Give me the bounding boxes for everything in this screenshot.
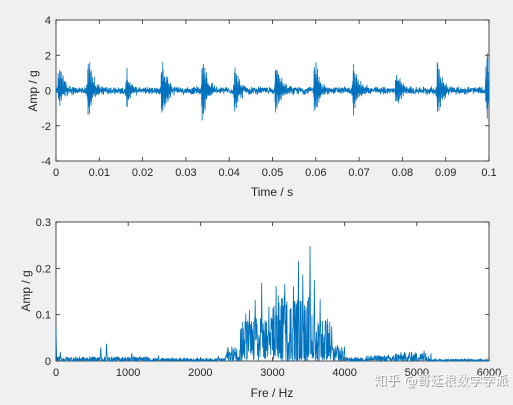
freq-y-tick-label: 0.1 bbox=[36, 310, 51, 322]
frequency-spectrum-series bbox=[55, 245, 490, 363]
time-signal-series bbox=[55, 53, 490, 121]
time-x-axis-label: Time / s bbox=[251, 185, 293, 199]
watermark-shadow: 知乎 @哥廷根数学学派 bbox=[375, 374, 509, 390]
time-x-tick-label: 0.04 bbox=[218, 167, 239, 179]
time-x-tick-label: 0 bbox=[53, 167, 59, 179]
time-x-tick-label: 0.05 bbox=[262, 167, 283, 179]
watermark: 知乎 @哥廷根数学学派 bbox=[374, 373, 508, 389]
time-y-tick-label: 0 bbox=[45, 86, 51, 98]
time-x-tick-label: 0.01 bbox=[89, 167, 110, 179]
freq-x-tick-label: 0 bbox=[53, 367, 59, 379]
freq-y-tick-label: 0 bbox=[45, 356, 51, 368]
freq-x-tick-label: 2000 bbox=[188, 367, 212, 379]
freq-x-tick-label: 3000 bbox=[260, 367, 284, 379]
frequency-x-axis-label: Fre / Hz bbox=[251, 386, 294, 400]
time-x-tick-label: 0.03 bbox=[175, 167, 196, 179]
time-x-tick-label: 0.02 bbox=[132, 167, 153, 179]
time-x-tick-label: 0.07 bbox=[348, 167, 369, 179]
frequency-y-axis-label: Amp / g bbox=[19, 270, 33, 311]
frequency-axis-ticks: 0 1000 2000 3000 4000 5000 6000 0 0.1 0.2 0.3 bbox=[36, 217, 502, 379]
time-axis-ticks: 0 0.01 0.02 0.03 0.04 0.05 0.06 0.07 0.08 0.09 0.1… bbox=[41, 15, 496, 179]
time-x-tick-label: 0.06 bbox=[305, 167, 326, 179]
freq-x-tick-label: 4000 bbox=[332, 367, 356, 379]
time-domain-plot: 0 0.01 0.02 0.03 0.04 0.05 0.06 0.07 0.08 0.09 0.1… bbox=[26, 15, 497, 199]
freq-x-tick-label: 1000 bbox=[116, 367, 140, 379]
time-y-tick-label: 4 bbox=[45, 15, 51, 27]
freq-x-tick-label: 5000 bbox=[405, 367, 429, 379]
time-x-tick-label: 0.1 bbox=[481, 167, 496, 179]
time-y-tick-label: 2 bbox=[45, 50, 51, 62]
freq-x-tick-label: 6000 bbox=[477, 367, 501, 379]
freq-y-tick-label: 0.3 bbox=[36, 217, 51, 229]
time-y-tick-label: -2 bbox=[41, 121, 51, 133]
freq-y-tick-label: 0.2 bbox=[36, 263, 51, 275]
frequency-domain-plot: 0 1000 2000 3000 4000 5000 6000 0 0.1 0.2 0.3 Fre … bbox=[19, 217, 501, 400]
time-x-tick-label: 0.08 bbox=[392, 167, 413, 179]
time-y-axis-label: Amp / g bbox=[26, 70, 40, 111]
time-y-tick-label: -4 bbox=[41, 156, 51, 168]
time-x-tick-label: 0.09 bbox=[435, 167, 456, 179]
